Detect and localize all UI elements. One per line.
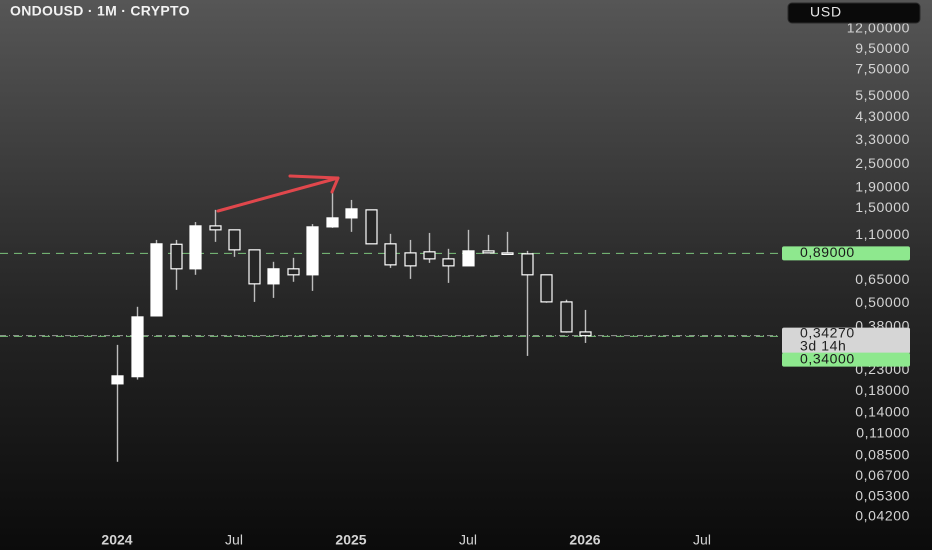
- candle-body: [404, 252, 417, 267]
- candle-body: [442, 258, 455, 267]
- y-tick-label: 0,05300: [855, 487, 910, 503]
- x-tick-label: Jul: [225, 532, 243, 548]
- arrow-shaft: [216, 176, 340, 213]
- y-tick-label: 5,50000: [855, 87, 910, 103]
- candle-body: [267, 268, 280, 285]
- candle-body: [365, 209, 378, 245]
- candle-body: [209, 225, 222, 231]
- horizontal-line-box: [782, 352, 910, 367]
- last-price-label: 0,34270: [800, 324, 855, 340]
- y-tick-label: 12,00000: [847, 20, 910, 36]
- candle-body: [170, 243, 183, 270]
- last-price-box: [782, 327, 910, 354]
- y-tick-label: 1,90000: [855, 179, 910, 195]
- candle-body: [287, 268, 300, 276]
- x-tick-label: 2024: [101, 532, 132, 548]
- chart-title: ONDOUSD · 1M · CRYPTO: [10, 3, 190, 19]
- x-tick-label: Jul: [459, 532, 477, 548]
- candle-body: [501, 252, 514, 255]
- y-tick-label: 1,50000: [855, 199, 910, 215]
- x-tick-label: 2025: [335, 532, 366, 548]
- candle-body: [228, 229, 241, 251]
- countdown-label: 3d 14h: [800, 337, 846, 353]
- y-tick-label: 7,50000: [855, 60, 910, 76]
- candle-body: [579, 331, 592, 337]
- y-tick-label: 0,50000: [855, 294, 910, 310]
- y-tick-label: 0,06700: [855, 467, 910, 483]
- y-tick-label: 0,65000: [855, 271, 910, 287]
- currency-button[interactable]: [787, 2, 921, 24]
- candle-body: [540, 274, 553, 303]
- candle-body: [423, 251, 436, 260]
- y-tick-label: 0,08500: [855, 447, 910, 463]
- arrow-head: [288, 174, 340, 194]
- candle-body: [248, 249, 261, 285]
- y-tick-label: 0,11000: [856, 424, 910, 440]
- axis-layer: 12,00000 9,50000 7,50000 5,50000 4,30000 3,30…: [101, 20, 910, 548]
- candle-body: [462, 250, 475, 267]
- y-tick-label: 1,10000: [855, 226, 910, 242]
- candle-body: [131, 316, 144, 378]
- y-tick-label: 4,30000: [855, 108, 910, 124]
- candle-body: [560, 301, 573, 333]
- y-tick-label: 0,14000: [855, 404, 910, 420]
- y-tick-label: 3,30000: [855, 131, 910, 147]
- candle-body: [326, 217, 339, 228]
- candle-body: [345, 208, 358, 219]
- x-tick-label: Jul: [693, 532, 711, 548]
- horizontal-line-box: [782, 246, 910, 261]
- x-tick-label: 2026: [569, 532, 600, 548]
- y-tick-label: 9,50000: [855, 40, 910, 56]
- candle-body: [111, 375, 124, 385]
- candle-body: [189, 225, 202, 270]
- arrow-annotation: [216, 174, 340, 213]
- horizontal-line-label: 0,89000: [800, 244, 855, 260]
- mark-layer: [111, 191, 592, 462]
- y-tick-label: 0,18000: [855, 382, 910, 398]
- candle-body: [482, 250, 495, 254]
- grid-layer: [0, 252, 780, 337]
- horizontal-line-label: 0,34000: [800, 350, 855, 366]
- y-tick-label: 0,04200: [855, 507, 910, 523]
- candle-body: [306, 226, 319, 276]
- currency-label[interactable]: USD: [810, 4, 842, 20]
- candle-body: [384, 243, 397, 266]
- y-tick-label: 2,50000: [855, 155, 910, 171]
- candle-body: [521, 253, 534, 276]
- candle-body: [150, 243, 163, 317]
